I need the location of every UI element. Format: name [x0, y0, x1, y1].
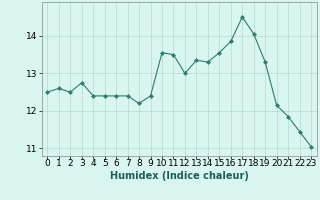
- X-axis label: Humidex (Indice chaleur): Humidex (Indice chaleur): [110, 171, 249, 181]
